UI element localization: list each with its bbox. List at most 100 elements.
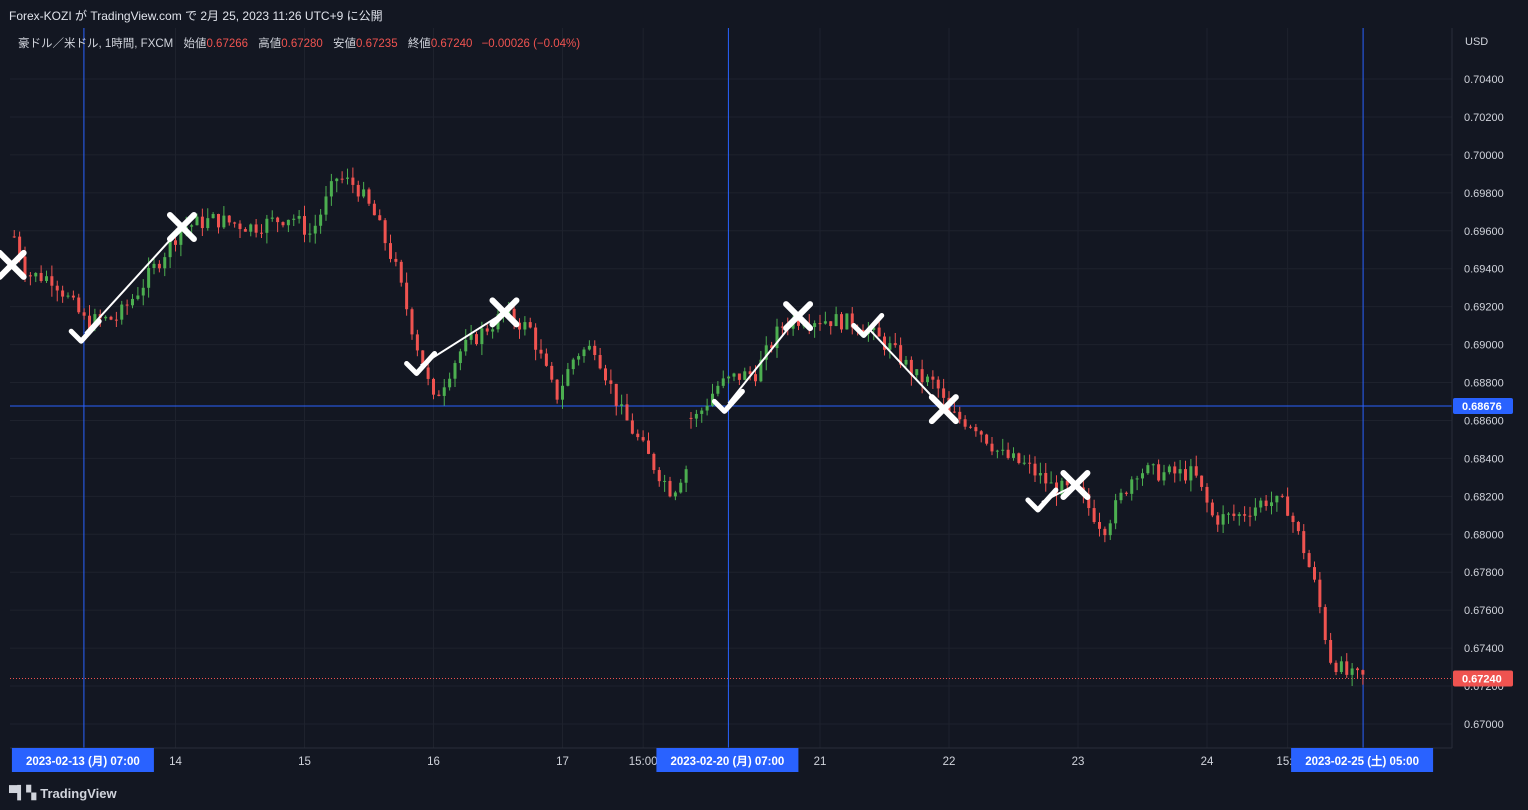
candle-body — [163, 257, 167, 269]
candlestick-chart[interactable]: USD 0.704000.702000.700000.698000.696000… — [0, 0, 1528, 776]
candle-body — [238, 223, 242, 230]
candle-body — [66, 295, 70, 297]
candle-body — [1060, 480, 1064, 495]
candle-body — [157, 263, 161, 269]
candle-body — [1361, 670, 1365, 675]
candle-body — [168, 240, 172, 258]
candle-body — [609, 380, 613, 384]
candle-body — [737, 373, 741, 380]
candle-body — [1329, 640, 1333, 663]
candle-body — [77, 297, 81, 313]
candle-body — [389, 243, 392, 259]
candle-body — [415, 334, 419, 351]
candle-body — [813, 323, 817, 328]
candle-body — [1135, 478, 1139, 480]
candle-body — [899, 345, 903, 365]
check-marker — [404, 350, 438, 376]
candle-body — [743, 371, 747, 380]
date-badge: 2023-02-20 (月) 07:00 — [671, 755, 785, 768]
date-badge-bg — [11, 748, 154, 772]
candle-body — [931, 376, 935, 380]
change-value: −0.00026 (−0.04%) — [481, 38, 581, 50]
candle-body — [55, 285, 59, 291]
candle-body — [324, 196, 328, 215]
candle-body — [544, 353, 548, 366]
candle-body — [432, 378, 435, 395]
candle-body — [1248, 515, 1252, 517]
candle-body — [82, 312, 86, 316]
crosshair-price-badge: 0.68676 — [1462, 401, 1502, 413]
candle-body — [28, 275, 32, 277]
candle-body — [636, 433, 640, 438]
candle-body — [539, 349, 543, 354]
candle-body — [179, 229, 183, 245]
candle-body — [904, 359, 908, 365]
candle-body — [1184, 469, 1187, 481]
candle-body — [1232, 513, 1236, 517]
candle-body — [292, 218, 296, 220]
price-tick-label: 0.68600 — [1464, 415, 1504, 427]
candle-body — [888, 343, 892, 350]
check-marker — [711, 388, 745, 414]
candle-body — [356, 184, 360, 197]
candle-body — [663, 480, 667, 482]
candle-body — [190, 225, 194, 227]
candle-body — [561, 385, 564, 400]
candle-body — [679, 482, 683, 493]
candle-body — [587, 345, 591, 350]
x-marker — [0, 249, 27, 280]
candle-body — [383, 220, 387, 244]
candle-body — [131, 298, 134, 306]
price-tick-label: 0.69200 — [1464, 302, 1504, 314]
candle-body — [1339, 661, 1343, 673]
candle-body — [260, 232, 263, 234]
candle-body — [684, 469, 688, 483]
chart-background — [0, 28, 1528, 776]
candle-body — [512, 308, 516, 323]
time-tick-label: 21 — [814, 756, 827, 768]
candle-body — [1130, 479, 1134, 494]
price-tick-label: 0.69800 — [1464, 188, 1504, 200]
last-price-badge-bg — [1453, 670, 1513, 687]
candle-body — [227, 215, 231, 223]
last-price-badge: 0.67240 — [1462, 673, 1502, 685]
candle-body — [834, 314, 838, 327]
date-badge: 2023-02-13 (月) 07:00 — [26, 755, 140, 768]
candle-body — [1087, 494, 1091, 509]
candle-body — [319, 214, 323, 226]
candle-body — [1001, 449, 1005, 451]
candle-body — [1302, 531, 1306, 554]
candle-body — [620, 404, 624, 406]
candle-body — [351, 177, 355, 185]
low-value: 0.67235 — [356, 38, 398, 50]
price-tick-label: 0.67600 — [1464, 605, 1504, 617]
candle-body — [1356, 668, 1359, 671]
candle-body — [780, 326, 784, 328]
candle-body — [114, 319, 118, 321]
candle-body — [985, 434, 989, 444]
candle-body — [152, 263, 156, 268]
price-tick-label: 0.67800 — [1464, 567, 1504, 579]
candle-body — [759, 359, 763, 382]
candle-body — [18, 236, 22, 257]
price-unit-label: USD — [1465, 36, 1488, 48]
candle-body — [1210, 502, 1214, 516]
time-tick-label: 22 — [943, 756, 956, 768]
candle-body — [1092, 508, 1096, 522]
candle-body — [1065, 480, 1069, 486]
time-tick-label: 15:00 — [629, 756, 658, 768]
candle-body — [50, 276, 54, 286]
candle-body — [372, 203, 376, 216]
candle-body — [1318, 579, 1322, 608]
candle-body — [775, 326, 779, 349]
candle-body — [593, 345, 597, 356]
candle-body — [1017, 453, 1021, 463]
candle-body — [394, 258, 398, 262]
candle-body — [1205, 486, 1209, 503]
grid — [10, 28, 1452, 748]
tradingview-logo[interactable]: ▀▍▚ TradingView — [9, 785, 117, 801]
candle-body — [254, 224, 258, 233]
candle-body — [136, 295, 140, 299]
candle-body — [367, 189, 371, 204]
x-marker — [1060, 469, 1091, 500]
